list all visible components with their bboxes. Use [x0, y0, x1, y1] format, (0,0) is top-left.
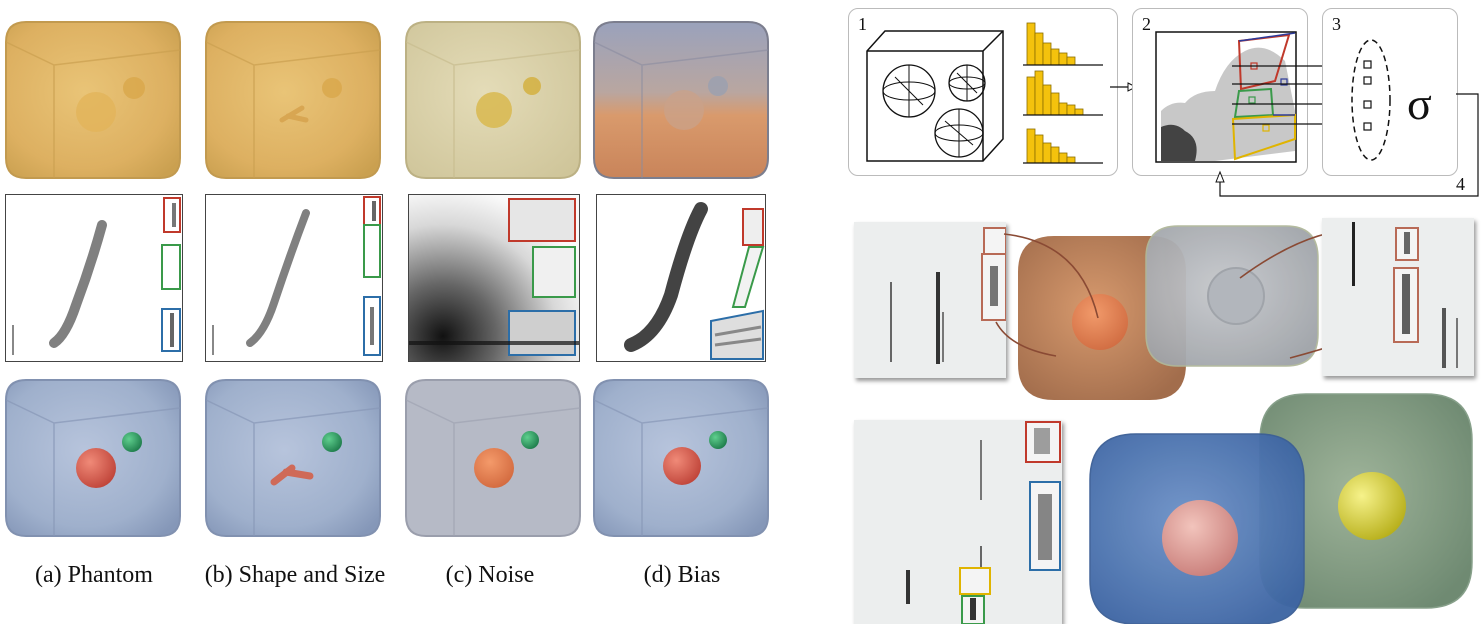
feedback-arrow — [1215, 93, 1479, 197]
step-4-number: 4 — [1456, 174, 1465, 194]
tf-shape-size — [205, 194, 383, 362]
cube-noise-yellow — [405, 21, 581, 179]
step-2-number: 2 — [1142, 14, 1151, 34]
volume-orange — [1018, 236, 1186, 400]
tf-widget-right — [1322, 218, 1474, 376]
pipeline-step-1-panel: 1 — [848, 8, 1118, 176]
tf-widget-left — [854, 222, 1006, 378]
cube-phantom-blue — [5, 379, 181, 537]
caption-noise: (c) Noise — [445, 562, 535, 588]
caption-phantom: (a) Phantom — [35, 562, 153, 588]
volume-gray — [1145, 225, 1319, 367]
pipeline-step-2-panel: 2 — [1132, 8, 1308, 176]
volume-blue — [1089, 433, 1305, 624]
pipeline-step-3-panel: 3 σ — [1322, 8, 1458, 176]
tf-bias — [596, 194, 766, 362]
cube-shape-yellow — [205, 21, 381, 179]
tf-noise — [408, 194, 580, 362]
cube-noise-blue — [405, 379, 581, 537]
sigma-symbol: σ — [1407, 78, 1432, 129]
cube-phantom-yellow — [5, 21, 181, 179]
step-1-number: 1 — [858, 14, 867, 34]
cube-bias-yellow — [593, 21, 769, 179]
caption-bias: (d) Bias — [643, 562, 721, 588]
volume-green — [1259, 393, 1473, 609]
cube-bias-blue — [593, 379, 769, 537]
histograms — [1023, 22, 1103, 164]
connector-lines — [1232, 65, 1358, 125]
tf-widget-bottom — [854, 420, 1062, 624]
step-3-number: 3 — [1332, 14, 1341, 34]
cube-shape-blue — [205, 379, 381, 537]
caption-shape-size: (b) Shape and Size — [204, 562, 386, 588]
tf-phantom — [5, 194, 183, 362]
